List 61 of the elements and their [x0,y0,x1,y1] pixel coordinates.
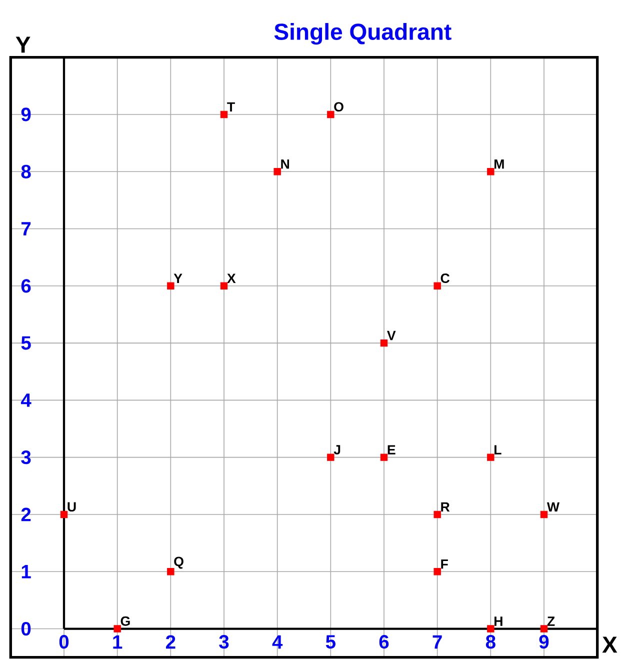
annotation: N [281,160,290,169]
annotation: H [494,616,503,626]
annotation: Y [174,274,182,283]
x-tick-label: 9 [540,635,549,649]
chart-title: Single Quadrant [274,23,452,45]
annotation: J [334,445,340,454]
y-tick-label: 0 [22,622,31,636]
y-axis-title: Y [16,36,31,53]
x-tick-label: 1 [113,635,122,649]
point [167,282,174,290]
annotation: E [388,445,396,454]
x-tick-label: 5 [326,635,336,649]
annotation: O [334,102,344,112]
point [327,454,334,461]
point [487,168,494,176]
y-tick-label: 3 [21,450,31,464]
point [434,568,442,576]
x-tick-label: 4 [272,635,283,649]
point [220,110,228,118]
point [114,625,122,632]
point [434,282,442,290]
annotation: Z [548,616,555,626]
annotation: G [120,616,130,626]
x-tick-label: 7 [432,635,442,649]
annotation: V [387,330,396,340]
x-tick-label: 0 [60,635,69,649]
annotation: X [227,274,236,283]
point [540,625,548,632]
point [487,625,494,632]
annotation: W [547,502,560,512]
y-tick-label: 9 [22,108,31,122]
point [487,454,494,461]
annotation: Q [174,556,184,569]
annotation: M [494,160,504,169]
y-tick-label: 1 [22,565,32,578]
y-tick-label: 7 [22,222,31,236]
point [327,110,334,118]
annotation: U [68,502,76,512]
y-tick-label: 5 [21,336,32,350]
y-tick-label: 6 [22,279,31,293]
point [380,339,388,347]
annotation: F [441,560,448,569]
y-tick-label: 4 [21,394,32,407]
annotation: R [441,502,450,512]
annotation: T [227,102,236,112]
x-axis-title: X [602,636,618,653]
point [274,168,282,176]
point [60,510,68,518]
y-tick-label: 8 [21,164,31,178]
x-tick-label: 8 [486,635,496,649]
annotation: C [440,274,450,283]
annotation: L [494,445,502,454]
x-tick-label: 2 [166,635,176,649]
point [434,510,442,518]
y-tick-label: 2 [22,508,31,522]
point [380,454,388,461]
x-tick-label: 6 [380,635,389,649]
x-tick-label: 3 [219,635,229,649]
point [220,282,228,290]
point [540,510,548,518]
point [167,568,174,576]
